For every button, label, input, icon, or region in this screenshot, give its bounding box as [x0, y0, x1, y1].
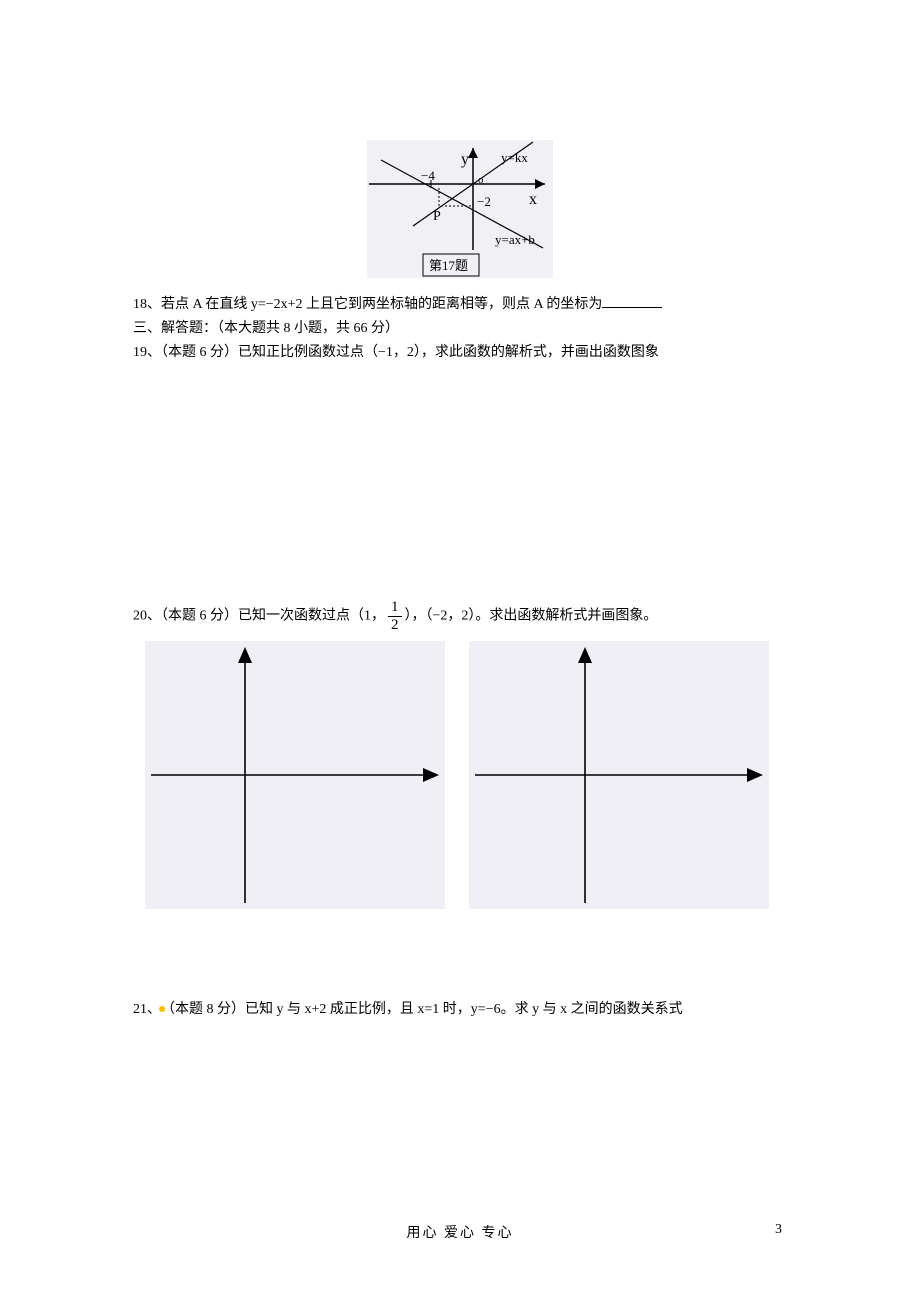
question-text: 若点 A 在直线 y=−2x+2 上且它到两坐标轴的距离相等，则点 A 的坐标为	[161, 297, 602, 312]
question-20: 20、（本题 6 分）已知一次函数过点（1，12），（−2，2）。求出函数解析式…	[133, 600, 787, 633]
question-number: 20、	[133, 609, 161, 624]
footer-text: 用心 爱心 专心	[407, 1226, 514, 1241]
svg-text:y=kx: y=kx	[501, 150, 528, 165]
svg-text:−4: −4	[421, 168, 435, 183]
question-text-b: ），（−2，2）。求出函数解析式并画图象。	[405, 609, 658, 624]
blank-axes-right	[469, 641, 769, 909]
fraction-num: 1	[388, 600, 402, 617]
footer: 用心 爱心 专心 3	[0, 1222, 920, 1242]
figure-17-container: y x o y=kx y=ax+b −4 P −2 第1	[133, 140, 787, 278]
page-number: 3	[775, 1222, 782, 1238]
section-text: 三、解答题：（本大题共 8 小题，共 66 分）	[133, 321, 399, 336]
highlight-dot	[159, 1006, 165, 1012]
blank-axes-left	[145, 641, 445, 909]
figure-17: y x o y=kx y=ax+b −4 P −2 第1	[367, 140, 553, 278]
svg-text:−2: −2	[477, 194, 491, 209]
svg-text:y=ax+b: y=ax+b	[495, 232, 535, 247]
question-text: （本题 8 分）已知 y 与 x+2 成正比例，且 x=1 时，y=−6。求 y…	[161, 1002, 683, 1017]
question-number: 21、	[133, 1002, 161, 1017]
question-number: 19、	[133, 345, 161, 360]
question-number: 18、	[133, 297, 161, 312]
svg-text:P: P	[433, 209, 441, 224]
svg-text:y: y	[461, 151, 469, 168]
fraction: 12	[388, 600, 402, 633]
fraction-den: 2	[388, 617, 402, 633]
svg-text:第17题: 第17题	[429, 258, 468, 273]
answer-blank	[602, 307, 662, 308]
question-19: 19、（本题 6 分）已知正比例函数过点（−1，2），求此函数的解析式，并画出函…	[133, 342, 787, 364]
svg-text:x: x	[529, 191, 537, 208]
question-text-a: （本题 6 分）已知一次函数过点（1，	[161, 609, 385, 624]
section-3-heading: 三、解答题：（本大题共 8 小题，共 66 分）	[133, 318, 787, 340]
axes-row	[145, 641, 787, 909]
question-21: 21、（本题 8 分）已知 y 与 x+2 成正比例，且 x=1 时，y=−6。…	[133, 999, 787, 1021]
question-18: 18、若点 A 在直线 y=−2x+2 上且它到两坐标轴的距离相等，则点 A 的…	[133, 294, 787, 316]
question-text: （本题 6 分）已知正比例函数过点（−1，2），求此函数的解析式，并画出函数图象	[161, 345, 659, 360]
